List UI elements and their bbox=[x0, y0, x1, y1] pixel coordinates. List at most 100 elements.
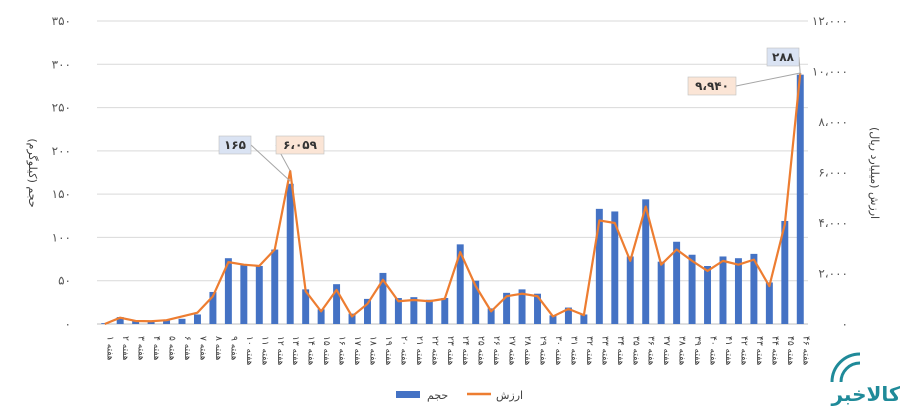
callout-leader bbox=[250, 144, 291, 182]
callouts: ۱۶۵ ۶،۰۵۹ ۲۸۸ ۹،۹۴۰ bbox=[218, 47, 801, 182]
x-tick-label: هفته ۳۷ bbox=[661, 336, 671, 366]
legend-label-value: ارزش bbox=[496, 389, 523, 402]
left-axis-ticks: ۰ ۵۰ ۱۰۰ ۱۵۰ ۲۰۰ ۲۵۰ ۳۰۰ ۳۵۰ bbox=[52, 14, 71, 331]
x-tick-label: هفته ۳۲ bbox=[584, 336, 594, 366]
volume-bar bbox=[595, 208, 603, 324]
x-tick-label: هفته ۴۰ bbox=[708, 336, 718, 366]
x-tick-label: هفته ۲۷ bbox=[507, 336, 517, 366]
volume-bar bbox=[348, 313, 356, 324]
watermark-logo: کالاخبر bbox=[830, 352, 900, 406]
right-tick-label: ۸،۰۰۰ bbox=[818, 115, 848, 129]
x-tick-label: هفته ۳۰ bbox=[553, 336, 563, 366]
x-tick-label: هفته ۲۸ bbox=[522, 336, 532, 366]
volume-bar bbox=[379, 272, 387, 324]
volume-bar bbox=[487, 308, 495, 324]
volume-bar bbox=[472, 280, 480, 324]
volume-bar bbox=[410, 297, 418, 324]
volume-bar bbox=[209, 291, 217, 324]
volume-bar bbox=[688, 254, 696, 324]
volume-bar bbox=[132, 320, 140, 324]
volume-bar bbox=[657, 261, 665, 324]
volume-bar bbox=[503, 292, 511, 324]
volume-bar bbox=[719, 256, 727, 324]
x-tick-label: هفته ۳ bbox=[136, 336, 146, 361]
watermark-text: کالاخبر bbox=[830, 382, 900, 406]
x-tick-label: هفته ۴۲ bbox=[738, 336, 748, 366]
volume-bar bbox=[456, 244, 464, 324]
x-tick-label: هفته ۳۹ bbox=[692, 336, 702, 366]
x-tick-label: هفته ۵ bbox=[167, 336, 177, 361]
left-tick-label: ۲۰۰ bbox=[52, 144, 71, 158]
volume-bar bbox=[750, 253, 758, 324]
x-tick-label: هفته ۱۱ bbox=[259, 336, 269, 366]
value-line bbox=[104, 72, 802, 326]
callout-box bbox=[275, 135, 325, 155]
left-tick-label: ۱۰۰ bbox=[52, 230, 71, 244]
volume-bar bbox=[116, 317, 124, 324]
volume-bar bbox=[734, 258, 742, 324]
x-tick-label: هفته ۱۵ bbox=[321, 336, 331, 366]
volume-bar bbox=[534, 293, 541, 324]
left-tick-label: ۲۵۰ bbox=[52, 101, 71, 115]
x-tick-label: هفته ۱۹ bbox=[383, 336, 393, 366]
volume-bar bbox=[564, 307, 572, 324]
volume-bar bbox=[271, 249, 279, 324]
volume-bar bbox=[642, 199, 650, 324]
x-tick-label: هفته ۲۶ bbox=[491, 336, 501, 366]
left-tick-label: ۱۵۰ bbox=[52, 187, 71, 201]
volume-bar bbox=[364, 298, 371, 324]
right-tick-label: ۲،۰۰۰ bbox=[818, 267, 848, 281]
callout-box bbox=[687, 76, 737, 96]
right-tick-label: ۴،۰۰۰ bbox=[818, 216, 848, 230]
legend-label-volume: حجم bbox=[427, 389, 448, 402]
left-axis-title: حجم (کیلوگرم) bbox=[26, 138, 39, 207]
volume-bar bbox=[611, 211, 619, 324]
x-tick-label: هفته ۳۱ bbox=[568, 336, 578, 366]
volume-bar bbox=[796, 74, 804, 324]
volume-bar bbox=[333, 284, 341, 324]
volume-bar bbox=[163, 320, 171, 324]
x-tick-label: هفته ۴۳ bbox=[754, 336, 764, 366]
x-tick-label: هفته ۱۳ bbox=[290, 336, 300, 366]
volume-bar bbox=[549, 315, 557, 324]
right-axis-title: ارزش (میلیارد ریال) bbox=[868, 127, 881, 219]
x-tick-label: هفته ۱۶ bbox=[337, 336, 347, 366]
callout-label: ۲۸۸ bbox=[772, 50, 795, 64]
x-tick-label: هفته ۴۶ bbox=[800, 336, 810, 366]
callout-label: ۶،۰۵۹ bbox=[283, 138, 318, 152]
x-tick-label: هفته ۲۵ bbox=[476, 336, 486, 366]
callout-leader bbox=[735, 72, 801, 87]
signal-icon bbox=[830, 352, 861, 383]
left-tick-label: ۰ bbox=[65, 317, 71, 331]
x-tick-label: هفته ۱۸ bbox=[367, 336, 377, 366]
right-axis-ticks: ۰ ۲،۰۰۰ ۴،۰۰۰ ۶،۰۰۰ ۸،۰۰۰ ۱۰،۰۰۰ ۱۲،۰۰۰ bbox=[812, 14, 848, 331]
right-tick-label: ۶،۰۰۰ bbox=[818, 166, 848, 180]
x-tick-label: هفته ۱۴ bbox=[306, 336, 316, 366]
volume-bar bbox=[302, 289, 310, 324]
x-tick-label: هفته ۱۷ bbox=[352, 336, 362, 366]
x-tick-label: هفته ۲ bbox=[120, 336, 130, 361]
x-tick-label: هفته ۲۰ bbox=[398, 336, 408, 366]
value-series-line bbox=[104, 72, 802, 326]
x-tick-label: هفته ۱ bbox=[105, 336, 115, 361]
x-tick-label: هفته ۶ bbox=[182, 336, 192, 361]
x-tick-label: هفته ۸ bbox=[213, 336, 223, 361]
volume-bar bbox=[317, 309, 325, 324]
x-tick-label: هفته ۳۴ bbox=[615, 336, 625, 366]
volume-bars bbox=[101, 74, 804, 324]
volume-bar bbox=[704, 265, 712, 324]
volume-bar bbox=[425, 299, 433, 324]
x-tick-label: هفته ۲۲ bbox=[429, 336, 439, 366]
volume-bar bbox=[673, 241, 681, 324]
legend-swatch-volume bbox=[396, 391, 420, 398]
volume-bar bbox=[626, 256, 634, 324]
x-tick-label: هفته ۷ bbox=[197, 336, 207, 361]
volume-bar bbox=[224, 258, 232, 324]
x-tick-label: هفته ۳۵ bbox=[630, 336, 640, 366]
left-tick-label: ۵۰ bbox=[58, 274, 71, 288]
grid-lines bbox=[97, 20, 808, 325]
volume-bar bbox=[580, 314, 588, 324]
volume-bar bbox=[193, 314, 201, 324]
volume-bar bbox=[781, 220, 789, 324]
